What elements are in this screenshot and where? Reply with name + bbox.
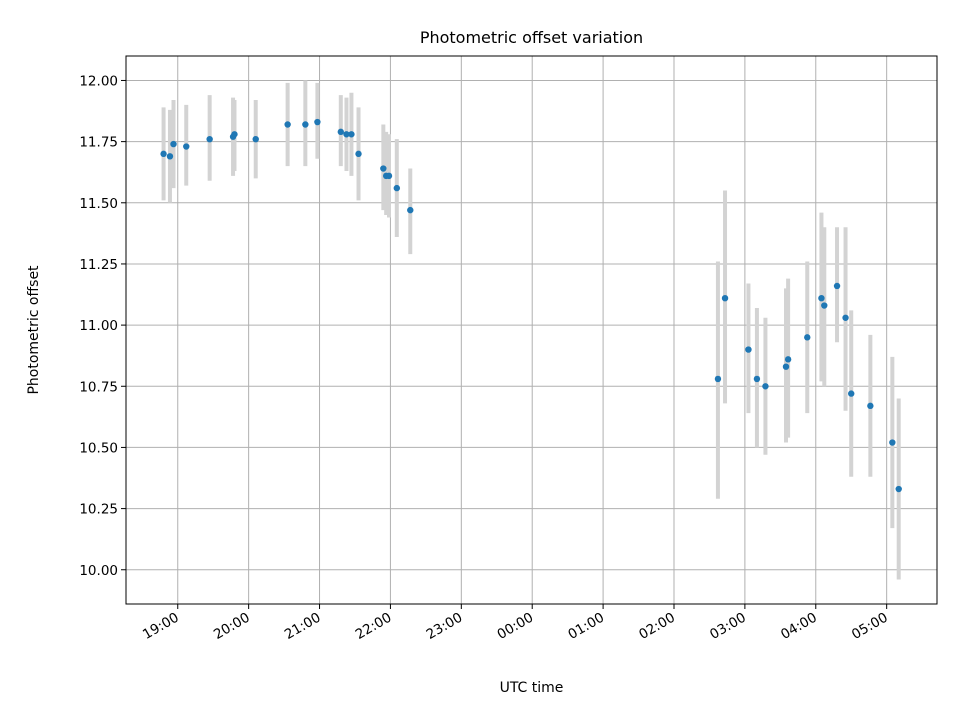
data-point — [348, 131, 355, 138]
data-point — [355, 150, 362, 158]
data-point — [206, 135, 213, 143]
data-point — [784, 356, 792, 363]
data-point — [170, 140, 177, 148]
data-point — [284, 121, 291, 128]
y-tick-label: 11.75 — [79, 135, 118, 151]
data-point — [231, 131, 238, 138]
data-point — [252, 135, 259, 143]
data-point — [833, 282, 841, 290]
data-point — [393, 184, 401, 192]
y-tick-label: 11.50 — [79, 196, 118, 212]
grid-lines — [126, 56, 937, 604]
y-tick-label: 10.25 — [79, 502, 118, 518]
data-point — [782, 363, 790, 370]
data-point — [407, 206, 414, 214]
y-tick-label: 10.50 — [79, 440, 118, 456]
data-point — [821, 302, 828, 309]
data-point — [160, 150, 167, 158]
data-point — [380, 165, 387, 172]
data-point — [337, 128, 345, 136]
data-point — [385, 172, 393, 180]
chart-title: Photometric offset variation — [420, 28, 643, 47]
data-point — [314, 118, 321, 126]
data-point — [302, 121, 309, 128]
data-point — [867, 402, 874, 410]
y-tick-label: 11.25 — [79, 257, 118, 273]
y-axis-ticks: 10.00 10.25 10.50 10.75 11.00 11.25 11.50 11.75… — [79, 73, 126, 579]
y-tick-label: 12.00 — [79, 73, 118, 89]
data-points — [160, 118, 902, 493]
x-axis-label: UTC time — [500, 680, 564, 696]
y-tick-label: 11.00 — [79, 318, 118, 334]
data-point — [714, 375, 722, 383]
data-point — [721, 294, 729, 302]
data-point — [848, 390, 855, 397]
data-point — [343, 131, 350, 138]
data-point — [818, 294, 825, 302]
data-point — [745, 346, 752, 353]
data-point — [183, 143, 190, 150]
y-tick-label: 10.00 — [79, 563, 118, 579]
y-axis-label: Photometric offset — [26, 265, 42, 395]
data-point — [889, 439, 896, 446]
data-point — [804, 334, 811, 341]
plot-frame — [125, 55, 938, 605]
data-point — [895, 485, 902, 493]
data-point — [166, 153, 174, 160]
data-point — [842, 314, 849, 321]
data-point — [762, 383, 769, 390]
data-point — [753, 375, 761, 383]
y-tick-label: 10.75 — [79, 379, 118, 395]
